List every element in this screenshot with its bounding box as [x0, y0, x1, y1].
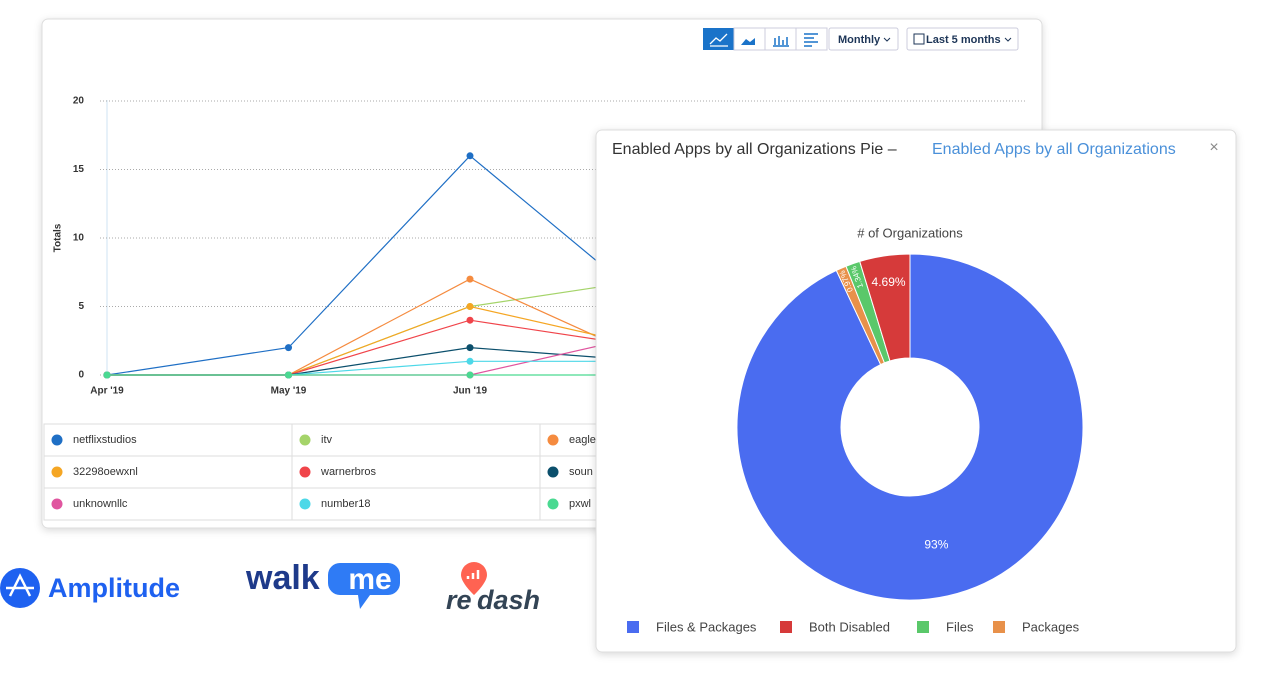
walkme-logo: walk: [245, 559, 320, 597]
interval-label: Monthly: [838, 34, 881, 46]
calendar-icon: [913, 33, 925, 45]
walkme-bubble: [328, 563, 400, 609]
legend: Files & Packages Both Disabled Files Packag…: [627, 619, 1080, 634]
point: [466, 152, 474, 160]
point: [466, 275, 474, 283]
legend-label: soun: [569, 466, 593, 478]
toolbar: Monthly Last 5 months: [703, 27, 1019, 51]
legend-swatch: [51, 498, 63, 510]
x-tick-label: May '19: [271, 386, 307, 397]
icon: [741, 38, 755, 45]
range-label: Last 5 months: [926, 34, 1001, 46]
point: [466, 316, 474, 324]
slice: [859, 253, 911, 362]
table-view-button[interactable]: [795, 27, 828, 51]
legend-label: Packages: [1022, 619, 1080, 634]
legend-swatch: [299, 498, 311, 510]
legend-label: unknownllc: [73, 498, 128, 510]
slice-label: 4.69%: [872, 275, 906, 289]
legend-swatch: [627, 621, 639, 633]
legend-label: Files: [946, 619, 974, 634]
y-tick-label: 15: [73, 164, 85, 175]
icon: [709, 33, 728, 47]
legend-swatch: [299, 434, 311, 446]
legend-swatch: [547, 434, 559, 446]
range-dropdown[interactable]: [906, 27, 1019, 51]
icon: [6, 573, 34, 597]
legend-swatch: [547, 498, 559, 510]
legend-label: warnerbros: [320, 466, 377, 478]
legend-swatch: [917, 621, 929, 633]
card: [595, 129, 1237, 653]
legend-label: eagle: [569, 434, 596, 446]
close-button[interactable]: ×: [1209, 139, 1218, 156]
area-view-button[interactable]: [733, 27, 766, 51]
x-tick-label: Apr '19: [90, 386, 124, 397]
series-line: [106, 154, 652, 376]
legend-swatch: [51, 466, 63, 478]
chevron: [1004, 37, 1012, 42]
y-tick-label: 0: [78, 370, 84, 381]
legend-label: 32298oewxnl: [73, 466, 138, 478]
card-link[interactable]: Enabled Apps by all Organizations: [932, 141, 1176, 158]
point: [103, 371, 111, 379]
icon: [466, 570, 480, 579]
redash-logo: re: [446, 585, 472, 615]
point: [285, 344, 292, 352]
icon: [804, 33, 818, 47]
y-axis-label: Totals: [53, 223, 64, 252]
card-title: Enabled Apps by all Organizations Pie –: [612, 141, 897, 158]
legend-label: number18: [321, 498, 371, 510]
point: [466, 357, 474, 365]
icon: [773, 36, 789, 47]
point: [466, 344, 474, 352]
y-tick-label: 10: [73, 233, 85, 244]
point: [466, 371, 474, 379]
y-tick-label: 20: [73, 96, 85, 107]
interval-dropdown[interactable]: [828, 27, 899, 51]
logos: Amplitude walk me re dash: [0, 559, 540, 615]
legend-label: pxwl: [569, 498, 591, 510]
legend: netflixstudios itv eagle 32298oewxnl warnerb…: [51, 434, 596, 510]
walkme-logo: me: [348, 563, 391, 596]
chevron: [883, 37, 891, 42]
slice: [736, 253, 1084, 601]
y-tick-label: 5: [78, 301, 84, 312]
point: [285, 371, 292, 379]
amplitude-logo: Amplitude: [48, 573, 180, 603]
legend-swatch: [51, 434, 63, 446]
slice-label: 93%: [924, 537, 948, 551]
x-tick-label: Jun '19: [453, 386, 487, 397]
pie-chart-card: Enabled Apps by all Organizations Pie – …: [595, 129, 1237, 653]
legend-swatch: [299, 466, 311, 478]
legend-label: Files & Packages: [656, 619, 757, 634]
point: [466, 303, 474, 310]
chart-title: # of Organizations: [857, 225, 963, 240]
legend-label: Both Disabled: [809, 619, 890, 634]
legend-swatch: [547, 466, 559, 478]
donut: 93%0.97%1.34% 4.69%: [736, 253, 1084, 601]
line-view-button[interactable]: [703, 28, 734, 50]
legend-label: netflixstudios: [73, 434, 137, 446]
redash-logo: dash: [477, 585, 540, 615]
legend-swatch: [993, 621, 1005, 633]
legend-label: itv: [321, 434, 333, 446]
legend-swatch: [780, 621, 792, 633]
